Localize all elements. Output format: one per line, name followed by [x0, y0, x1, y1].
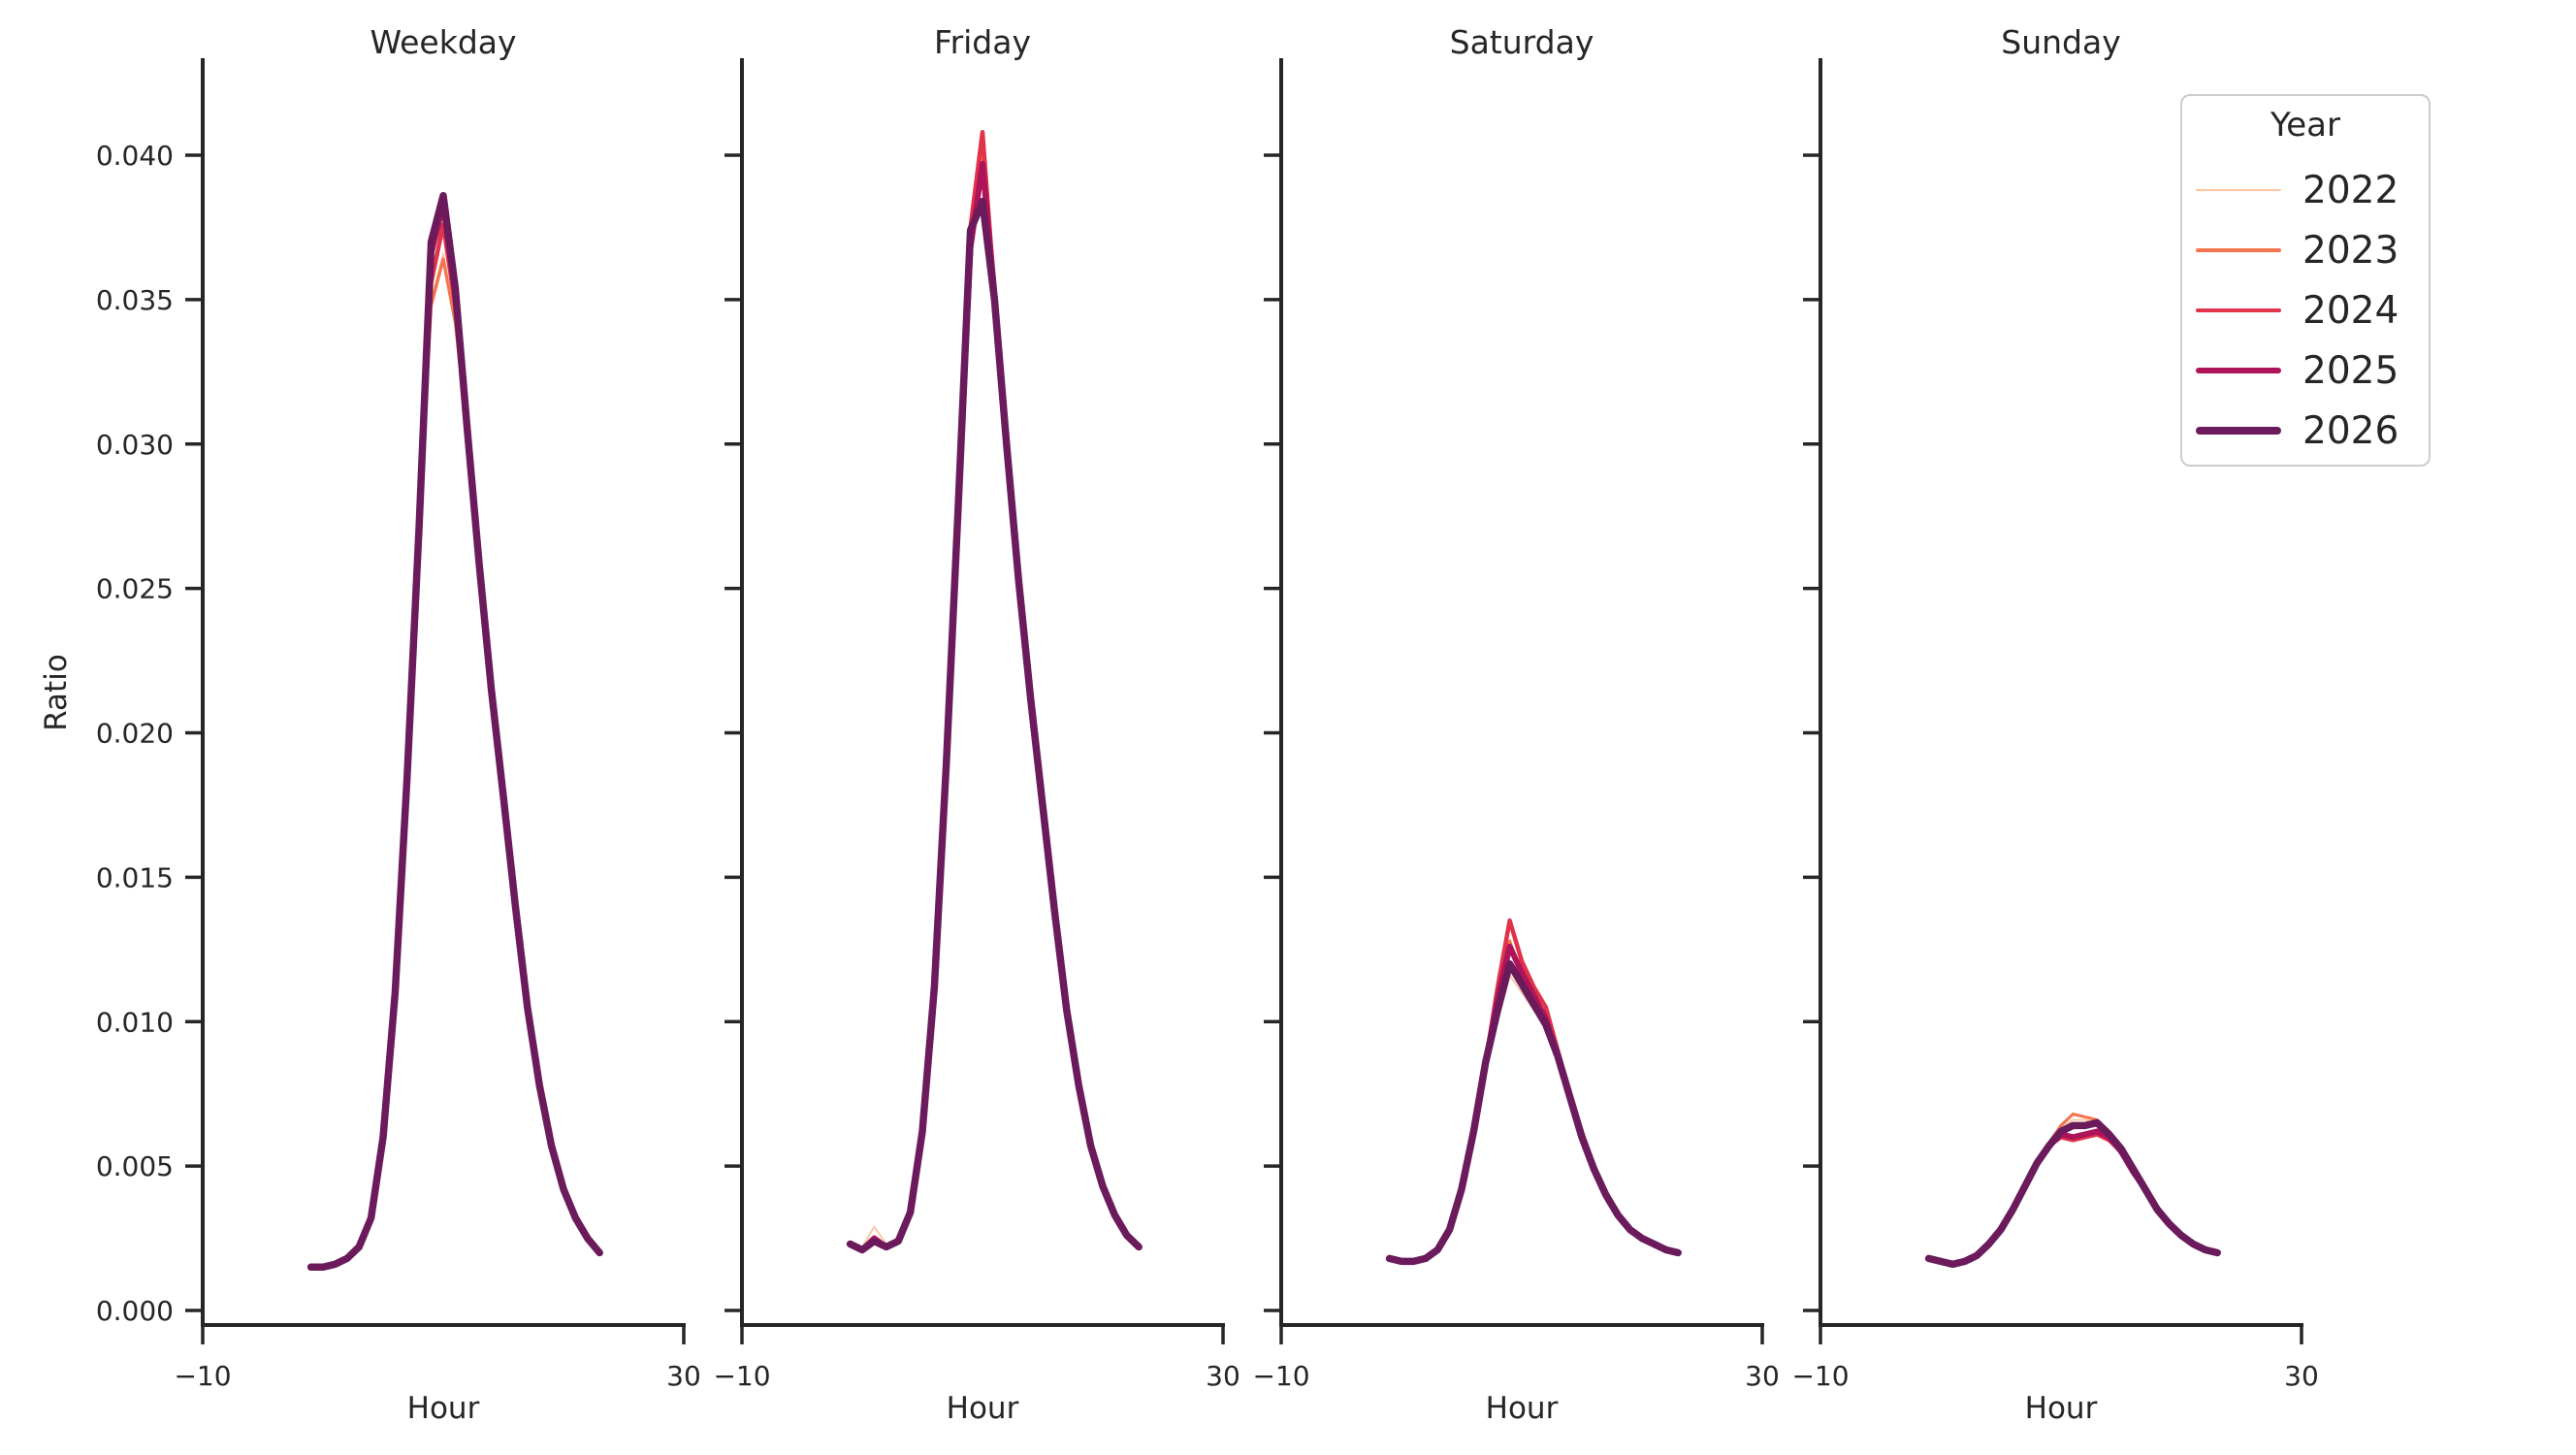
y-tick-label: 0.000	[96, 1295, 174, 1327]
legend-label: 2024	[2302, 288, 2399, 333]
x-tick-label: 30	[2284, 1360, 2319, 1392]
legend-line-swatch	[2196, 368, 2281, 373]
x-tick-label: 30	[1745, 1360, 1780, 1392]
curve-saturday-2022	[1388, 974, 1680, 1263]
x-tick-label: −10	[713, 1360, 770, 1392]
curve-saturday-2025	[1386, 943, 1682, 1265]
curve-weekday-2024	[308, 222, 602, 1270]
legend-rows: 2022 2023 2024 2025 2026	[2182, 160, 2429, 461]
legend: Year 2022 2023 2024 2025 2026	[2180, 94, 2431, 467]
curve-weekday-2022	[309, 252, 601, 1269]
panel-weekday: 0.000 0.005 0.010 0.015 0.020 0.025 0.030 0.035…	[96, 23, 701, 1426]
x-tick-label: 30	[1206, 1360, 1240, 1392]
y-tick-label: 0.020	[96, 718, 174, 750]
legend-entry-2023: 2023	[2182, 220, 2429, 280]
curve-weekday-2025	[307, 201, 603, 1271]
curve-sunday-2025	[1925, 1128, 2221, 1268]
legend-line-swatch	[2196, 307, 2281, 313]
y-tick-label: 0.040	[96, 140, 174, 172]
x-tick-label: −10	[1252, 1360, 1309, 1392]
curve-sunday-2026	[1924, 1118, 2221, 1269]
legend-label: 2022	[2302, 168, 2399, 212]
panels: 0.000 0.005 0.010 0.015 0.020 0.025 0.030 0.035…	[96, 23, 2319, 1426]
y-axis-label: Ratio	[39, 654, 74, 731]
panel-sunday: −10 30 Sunday Hour	[1791, 23, 2318, 1426]
y-tick-label: 0.010	[96, 1006, 174, 1038]
y-tick-label: 0.025	[96, 573, 174, 605]
legend-title: Year	[2270, 106, 2340, 145]
facet-title: Weekday	[370, 23, 516, 61]
legend-line-swatch	[2196, 248, 2281, 252]
curve-saturday-2024	[1387, 918, 1681, 1264]
curve-saturday-2026	[1385, 959, 1682, 1266]
legend-entry-2025: 2025	[2182, 340, 2429, 401]
panel-saturday: −10 30 Saturday Hour	[1252, 23, 1779, 1426]
facet-title: Friday	[934, 23, 1031, 61]
curve-sunday-2024	[1926, 1132, 2220, 1267]
x-tick-label: −10	[174, 1360, 231, 1392]
legend-line-swatch	[2196, 189, 2281, 191]
curve-friday-2026	[846, 197, 1143, 1254]
x-axis-label: Hour	[2025, 1391, 2098, 1426]
x-tick-label: 30	[666, 1360, 701, 1392]
x-axis-label: Hour	[1486, 1391, 1559, 1426]
x-tick-label: −10	[1791, 1360, 1849, 1392]
y-tick-label: 0.005	[96, 1150, 174, 1182]
legend-entry-2022: 2022	[2182, 160, 2429, 220]
curve-weekday-2023	[309, 257, 601, 1269]
y-tick-label: 0.035	[96, 284, 174, 316]
legend-label: 2025	[2302, 348, 2399, 393]
legend-line-swatch	[2196, 427, 2281, 435]
x-axis-label: Hour	[947, 1391, 1019, 1426]
curve-weekday-2026	[306, 191, 603, 1272]
facet-title: Sunday	[2001, 23, 2120, 61]
legend-label: 2023	[2302, 228, 2399, 273]
x-axis-label: Hour	[407, 1391, 480, 1426]
legend-label: 2026	[2302, 408, 2399, 453]
facet-title: Saturday	[1450, 23, 1594, 61]
panel-friday: −10 30 Friday Hour	[713, 23, 1240, 1426]
legend-entry-2026: 2026	[2182, 401, 2429, 461]
y-tick-label: 0.015	[96, 861, 174, 893]
legend-entry-2024: 2024	[2182, 280, 2429, 340]
y-tick-label: 0.030	[96, 429, 174, 461]
